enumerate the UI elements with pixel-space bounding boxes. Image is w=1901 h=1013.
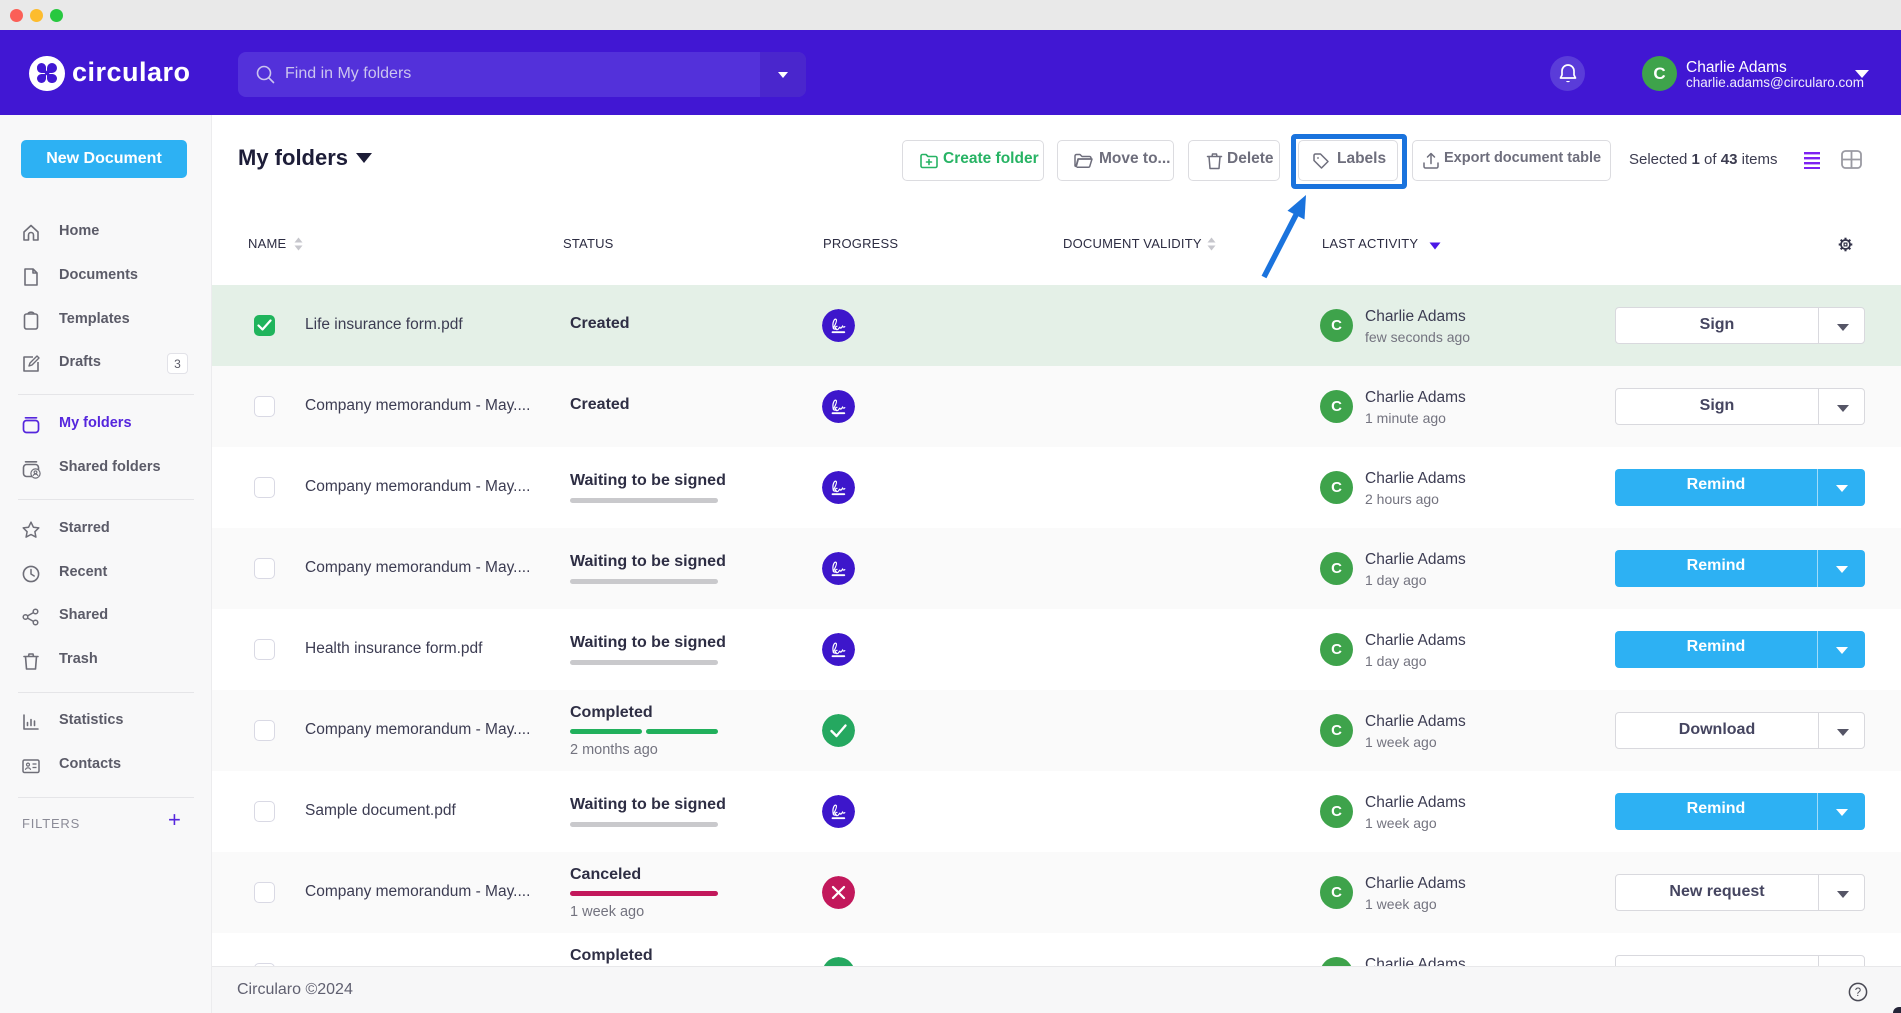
svg-text:?: ? — [1855, 987, 1861, 999]
